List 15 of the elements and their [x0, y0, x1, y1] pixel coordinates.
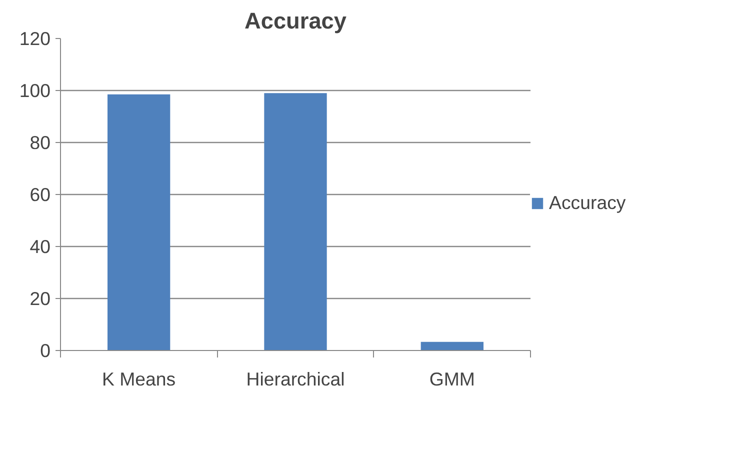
- y-tick-label: 60: [30, 184, 51, 205]
- y-tick-label: 40: [30, 236, 51, 257]
- x-tick-label: K Means: [102, 368, 176, 390]
- x-tick-label: Hierarchical: [246, 368, 345, 390]
- y-tick-label: 0: [40, 340, 51, 361]
- bar: [264, 93, 327, 350]
- chart-title: Accuracy: [244, 8, 347, 34]
- y-tick-label: 80: [30, 132, 51, 153]
- y-tick-label: 20: [30, 288, 51, 309]
- legend-label: Accuracy: [549, 192, 626, 214]
- bar: [420, 342, 484, 350]
- y-tick-label: 120: [19, 28, 51, 49]
- y-tick-label: 100: [19, 80, 51, 101]
- x-tick-label: GMM: [429, 368, 475, 390]
- bar: [108, 94, 170, 350]
